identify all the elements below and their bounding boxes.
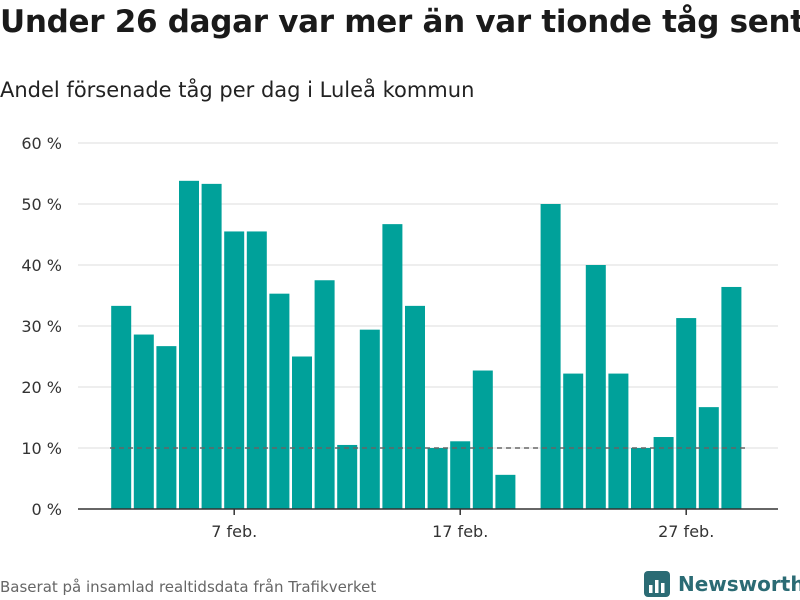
y-tick-label: 30 % <box>21 317 62 336</box>
bar <box>314 280 335 509</box>
bar <box>269 293 290 509</box>
brand-logo: Newsworthy <box>644 568 800 600</box>
bar <box>156 346 177 509</box>
brand-name: Newsworthy <box>678 572 800 596</box>
bar <box>292 356 312 509</box>
bar-chart: 0 % 10 % 20 % 30 % 40 % 50 % 60 % 7 feb. 17 feb.… <box>21 134 778 541</box>
bar <box>337 444 358 509</box>
chart-subtitle: Andel försenade tåg per dag i Luleå komm… <box>0 78 475 102</box>
bar <box>179 180 199 509</box>
source-note: Baserat på insamlad realtidsdata från Tr… <box>0 578 377 596</box>
bar <box>608 373 629 509</box>
y-tick-label: 0 % <box>32 500 62 519</box>
bar <box>201 183 222 509</box>
bar <box>382 224 403 509</box>
bar <box>246 231 267 509</box>
bar <box>563 373 584 509</box>
bar <box>721 286 742 509</box>
y-tick-label: 50 % <box>21 195 62 214</box>
chart-title: Under 26 dagar var mer än var tionde tåg… <box>0 4 800 40</box>
x-tick-label: 7 feb. <box>211 522 257 541</box>
bar <box>698 407 719 509</box>
y-tick-label: 60 % <box>21 134 62 153</box>
bar <box>585 265 606 509</box>
bar <box>631 448 651 509</box>
y-tick-label: 20 % <box>21 378 62 397</box>
x-tick-label: 17 feb. <box>432 522 488 541</box>
bar <box>359 329 380 509</box>
bar <box>676 318 697 509</box>
bar <box>472 370 493 509</box>
bar <box>111 305 132 509</box>
axes: 0 % 10 % 20 % 30 % 40 % 50 % 60 % 7 feb. 17 feb.… <box>21 134 778 541</box>
bar <box>224 231 245 509</box>
bar <box>450 441 471 509</box>
bar <box>495 474 516 509</box>
x-tick-label: 27 feb. <box>658 522 714 541</box>
bar-chart-logo-icon <box>644 571 670 597</box>
bar <box>653 437 674 509</box>
bar <box>427 448 448 509</box>
bar <box>405 305 425 509</box>
bar <box>540 204 561 509</box>
bar <box>133 334 154 509</box>
bars <box>111 180 742 509</box>
y-tick-label: 40 % <box>21 256 62 275</box>
y-tick-label: 10 % <box>21 439 62 458</box>
